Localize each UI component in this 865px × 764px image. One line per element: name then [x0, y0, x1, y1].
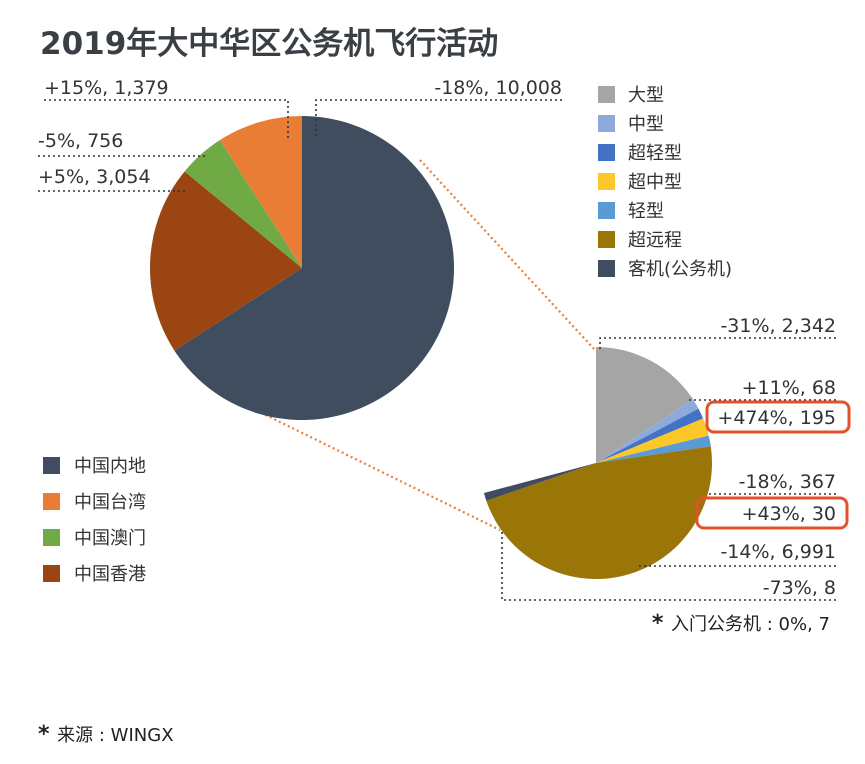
leader-line-mainland [315, 99, 562, 138]
legend-label-super-midsize: 超中型 [628, 172, 682, 193]
pie-slice-macau [184, 140, 302, 268]
entry-level-note-text: 入门公务机 : 0%, 7 [671, 614, 830, 635]
asterisk-icon: * [652, 611, 671, 636]
leader-line-large [599, 337, 836, 350]
chart-title: 2019年大中华区公务机飞行活动 [40, 26, 499, 62]
legend-swatch-super-light [598, 144, 615, 161]
data-label-taiwan: +15%, 1,379 [44, 77, 169, 99]
connector-line-bottom [224, 394, 501, 531]
leader-line-airliner [501, 530, 836, 601]
legend-label-mainland: 中国内地 [74, 456, 146, 477]
legend-label-midsize: 中型 [628, 114, 664, 135]
data-label-super-light: +474%, 195 [717, 407, 836, 429]
legend-label-large: 大型 [628, 85, 664, 106]
connector-line-top [419, 159, 596, 351]
legend-swatch-midsize [598, 115, 615, 132]
legend-swatch-macau [43, 529, 60, 546]
source-note-text: 来源 : WINGX [57, 725, 173, 746]
pie-slice-light [596, 435, 711, 463]
legend-label-taiwan: 中国台湾 [74, 492, 146, 513]
legend-swatch-hongkong [43, 565, 60, 582]
legend-swatch-light [598, 202, 615, 219]
legend-label-hongkong: 中国香港 [74, 564, 146, 585]
legend-swatch-mainland [43, 457, 60, 474]
entry-level-note: * 入门公务机 : 0%, 7 [652, 611, 830, 636]
data-label-hongkong: +5%, 3,054 [38, 166, 151, 188]
leader-line-taiwan [44, 99, 289, 138]
pie-slice-midsize [596, 399, 699, 463]
legend-label-airliner: 客机(公务机) [628, 259, 732, 280]
pie-slice-ultra-long-range [486, 446, 713, 580]
legend-label-macau: 中国澳门 [74, 528, 146, 549]
legend-swatch-airliner [598, 260, 615, 277]
pie-slice-taiwan [219, 116, 302, 268]
data-label-light: +43%, 30 [742, 503, 836, 525]
data-label-midsize: +11%, 68 [742, 377, 836, 399]
legend-swatch-ultra-long-range [598, 231, 615, 248]
source-note: * 来源 : WINGX [38, 722, 174, 747]
pie-slice-super-midsize [596, 418, 709, 463]
data-label-ultra-long-range: -14%, 6,991 [720, 541, 836, 563]
data-label-airliner: -73%, 8 [763, 577, 836, 599]
pie-slice-mainland [174, 116, 455, 420]
data-label-super-midsize: -18%, 367 [739, 471, 836, 493]
legend-swatch-super-midsize [598, 173, 615, 190]
legend-label-super-light: 超轻型 [628, 143, 682, 164]
legend-swatch-large [598, 86, 615, 103]
pie-slice-large [596, 347, 693, 463]
highlight-box-super-light [705, 400, 851, 434]
legend-swatch-taiwan [43, 493, 60, 510]
data-label-mainland: -18%, 10,008 [434, 77, 562, 99]
highlight-box-light [695, 496, 849, 530]
data-label-macau: -5%, 756 [38, 130, 123, 152]
data-label-large: -31%, 2,342 [720, 315, 836, 337]
asterisk-icon: * [38, 722, 57, 747]
pie-slice-hongkong [149, 171, 302, 351]
pie-slice-super-light [596, 408, 704, 463]
legend-label-light: 轻型 [628, 201, 664, 222]
pie-slice-airliner [483, 463, 596, 501]
legend-label-ultra-long-range: 超远程 [628, 230, 682, 251]
